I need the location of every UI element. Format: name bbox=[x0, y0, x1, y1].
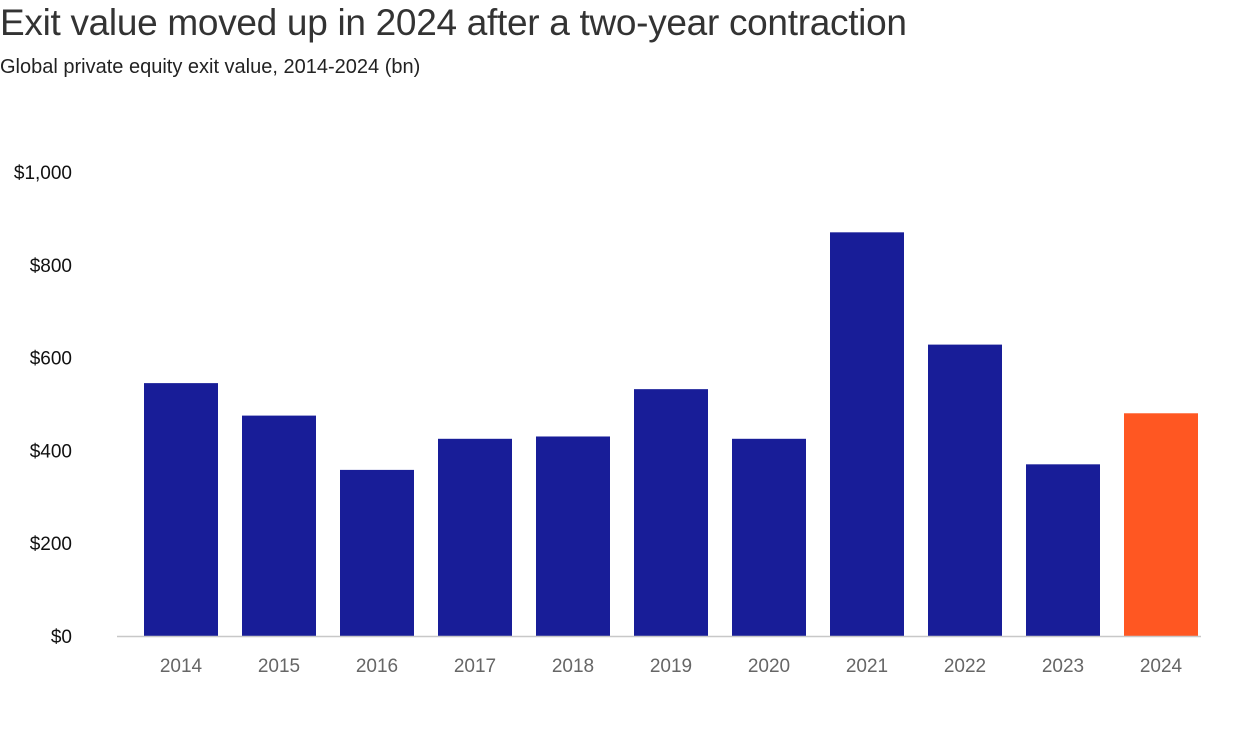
x-tick-label: 2024 bbox=[1140, 656, 1183, 677]
x-tick-label: 2023 bbox=[1042, 656, 1084, 677]
bar-2019 bbox=[634, 389, 708, 636]
y-tick-label: $800 bbox=[30, 256, 72, 277]
bar-2015 bbox=[242, 415, 316, 636]
x-tick-label: 2016 bbox=[356, 656, 398, 677]
bar-2020 bbox=[732, 438, 806, 636]
x-tick-label: 2022 bbox=[944, 656, 986, 677]
bar-2016 bbox=[340, 469, 414, 636]
x-tick-label: 2018 bbox=[552, 656, 594, 677]
bar-2018 bbox=[536, 436, 610, 636]
bar-2022 bbox=[928, 344, 1002, 636]
bar-2021 bbox=[830, 232, 904, 636]
x-tick-label: 2015 bbox=[258, 656, 300, 677]
x-tick-label: 2017 bbox=[454, 656, 496, 677]
y-tick-label: $600 bbox=[30, 349, 72, 370]
y-tick-label: $1,000 bbox=[14, 163, 72, 184]
bar-2023 bbox=[1026, 464, 1100, 636]
bar-2017 bbox=[438, 438, 512, 636]
y-tick-label: $200 bbox=[30, 534, 72, 555]
chart-title: Exit value moved up in 2024 after a two-… bbox=[0, 2, 907, 43]
x-tick-label: 2021 bbox=[846, 656, 888, 677]
chart-subtitle: Global private equity exit value, 2014-2… bbox=[0, 56, 421, 78]
y-tick-label: $400 bbox=[30, 441, 72, 462]
bar-2014 bbox=[144, 383, 218, 636]
x-tick-label: 2019 bbox=[650, 656, 692, 677]
y-tick-label: $0 bbox=[51, 627, 72, 648]
bar-2024 bbox=[1124, 413, 1198, 636]
x-tick-label: 2020 bbox=[748, 656, 790, 677]
x-tick-label: 2014 bbox=[160, 656, 203, 677]
